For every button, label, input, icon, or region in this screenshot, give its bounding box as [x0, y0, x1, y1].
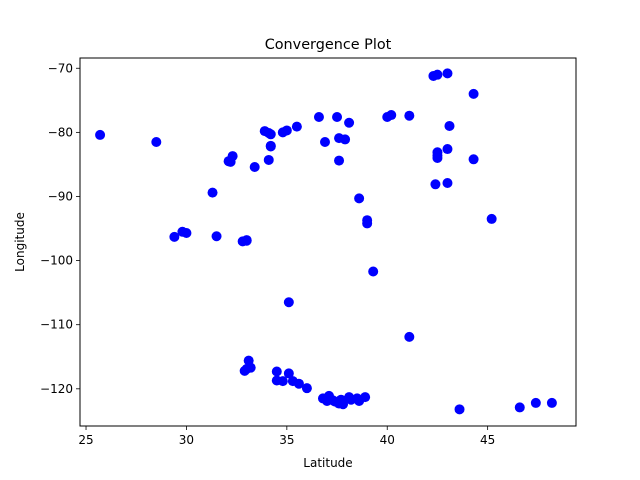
scatter-point [362, 218, 373, 229]
y-tick-label: −120 [40, 382, 73, 396]
axes-frame [79, 57, 577, 427]
axis-ticks: 25 30 35 40 45 −70 −80 −90 −100 −110 −120 [40, 61, 495, 447]
y-tick-label: −80 [48, 125, 73, 139]
scatter-point [95, 129, 106, 140]
scatter-point [227, 151, 238, 162]
scatter-point [432, 69, 443, 80]
scatter-point [263, 154, 274, 165]
scatter-point [181, 228, 192, 239]
scatter-point [442, 144, 453, 155]
scatter-point [211, 231, 222, 242]
x-axis-label: Latitude [303, 456, 352, 470]
scatter-point [207, 187, 218, 198]
scatter-point [340, 134, 351, 145]
scatter-point [430, 179, 441, 190]
scatter-point [319, 136, 330, 147]
scatter-point [291, 121, 302, 132]
y-tick-label: −70 [48, 61, 73, 75]
scatter-point [468, 88, 479, 99]
y-tick-label: −110 [40, 318, 73, 332]
scatter-point [530, 397, 541, 408]
plot-area [95, 68, 557, 415]
scatter-point [344, 117, 355, 128]
scatter-point [241, 235, 252, 246]
scatter-point [293, 378, 304, 389]
scatter-point [283, 368, 294, 379]
scatter-point [404, 331, 415, 342]
scatter-point [271, 366, 282, 377]
chart-title: Convergence Plot [265, 37, 392, 53]
y-axis-label: Longitude [13, 212, 27, 272]
scatter-point [442, 68, 453, 79]
scatter-point [334, 155, 345, 166]
scatter-point [432, 153, 443, 164]
x-tick-label: 40 [380, 433, 395, 447]
scatter-point [265, 129, 276, 140]
scatter-point [468, 154, 479, 165]
scatter-point [454, 404, 465, 415]
y-tick-label: −90 [48, 189, 73, 203]
scatter-point [281, 125, 292, 136]
scatter-point [249, 161, 260, 172]
scatter-point [332, 111, 343, 122]
scatter-point [277, 376, 288, 387]
y-tick-label: −100 [40, 254, 73, 268]
scatter-point [442, 178, 453, 189]
x-tick-label: 45 [480, 433, 495, 447]
x-tick-label: 25 [78, 433, 93, 447]
scatter-point [336, 394, 347, 405]
scatter-point [354, 193, 365, 204]
scatter-point [265, 141, 276, 152]
scatter-point [239, 365, 250, 376]
scatter-point [368, 266, 379, 277]
scatter-point [151, 136, 162, 147]
scatter-point [283, 297, 294, 308]
scatter-point [444, 120, 455, 131]
x-tick-label: 30 [179, 433, 194, 447]
scatter-point [404, 110, 415, 121]
scatter-point [386, 110, 397, 121]
scatter-point [486, 213, 497, 224]
x-tick-label: 35 [279, 433, 294, 447]
scatter-point [514, 402, 525, 413]
scatter-point [169, 231, 180, 242]
scatter-point [546, 397, 557, 408]
scatter-point [360, 392, 371, 403]
scatter-point [301, 383, 312, 394]
scatter-point [313, 111, 324, 122]
